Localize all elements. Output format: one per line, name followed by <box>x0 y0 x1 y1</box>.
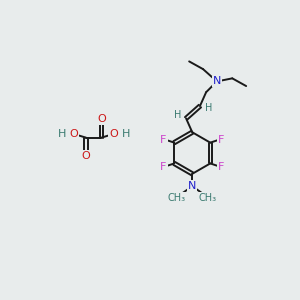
Text: H: H <box>122 129 130 139</box>
Text: O: O <box>82 151 90 161</box>
Text: O: O <box>97 114 106 124</box>
Text: H: H <box>58 129 66 139</box>
Text: F: F <box>160 161 167 172</box>
Text: CH₃: CH₃ <box>199 193 217 203</box>
Text: N: N <box>213 76 221 86</box>
Text: F: F <box>218 161 224 172</box>
Text: N: N <box>188 181 196 191</box>
Text: CH₃: CH₃ <box>168 193 186 203</box>
Text: O: O <box>109 129 118 139</box>
Text: H: H <box>205 103 212 112</box>
Text: F: F <box>218 135 224 145</box>
Text: H: H <box>174 110 181 120</box>
Text: F: F <box>160 135 167 145</box>
Text: O: O <box>69 129 78 139</box>
